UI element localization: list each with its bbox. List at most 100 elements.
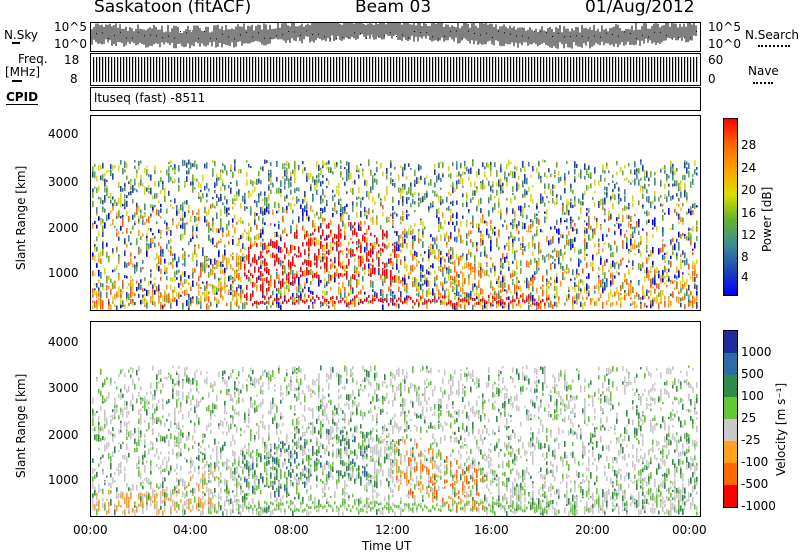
power-cell [404, 238, 406, 244]
power-cell [198, 284, 200, 290]
power-cell [664, 170, 666, 174]
power-cell [632, 235, 634, 239]
power-cell [568, 209, 570, 216]
power-cell [332, 300, 334, 307]
power-cell [514, 196, 516, 199]
power-cell [368, 295, 370, 298]
power-cell [504, 256, 506, 263]
power-cell [338, 239, 340, 243]
beam-title: Beam 03 [355, 0, 432, 17]
power-cell [358, 187, 360, 194]
power-cell [656, 267, 658, 273]
power-cell [104, 267, 106, 275]
power-cell [264, 208, 266, 215]
power-cell [684, 304, 686, 309]
freq-bar [624, 57, 626, 82]
power-cell [424, 226, 426, 230]
velocity-cell [150, 496, 152, 502]
power-cell [574, 237, 576, 242]
power-cell [402, 243, 404, 248]
power-cell [294, 174, 296, 181]
power-cell [482, 238, 484, 246]
power-cell [278, 235, 280, 238]
freq-bar [561, 57, 563, 82]
power-cell [520, 243, 522, 246]
power-cell [514, 284, 516, 290]
power-cell [294, 160, 296, 166]
power-cell [502, 282, 504, 289]
power-cell [538, 218, 540, 226]
power-cell [144, 167, 146, 174]
power-cell [412, 238, 414, 245]
velocity-cell [120, 410, 122, 415]
power-cell [688, 227, 690, 231]
power-cell [558, 250, 560, 258]
power-cell [172, 290, 174, 294]
power-cell [684, 293, 686, 300]
power-cell [568, 239, 570, 246]
power-cell [624, 290, 626, 293]
power-cell [328, 167, 330, 173]
power-cell [382, 300, 384, 304]
power-cell [286, 233, 288, 237]
power-cell [206, 221, 208, 224]
power-cell [140, 282, 142, 285]
power-cell [438, 249, 440, 253]
power-cell [298, 298, 300, 305]
power-cell [326, 291, 328, 296]
velocity-cell [142, 504, 144, 509]
power-cell [430, 265, 432, 268]
power-plot [90, 115, 701, 311]
power-cell [368, 250, 370, 257]
power-cell [148, 191, 150, 194]
power-cell [212, 168, 214, 176]
velocity-cell [118, 429, 120, 434]
power-cell [418, 292, 420, 298]
power-cell [440, 195, 442, 202]
power-cell [450, 275, 452, 280]
power-cell [450, 201, 452, 205]
nsearch-legend-line [758, 45, 790, 47]
power-cell [640, 161, 642, 165]
power-cell [166, 284, 168, 290]
nsky-tick-bottom: 10^0 [54, 37, 87, 51]
power-cell [250, 227, 252, 232]
power-cell [216, 263, 218, 267]
power-cell [676, 168, 678, 172]
power-cell [118, 286, 120, 293]
power-cell [544, 202, 546, 207]
power-cell [396, 241, 398, 247]
power-cell [672, 245, 674, 248]
velocity-cell [150, 382, 152, 387]
power-cell [202, 292, 204, 295]
power-cell [456, 212, 458, 219]
power-cell [594, 290, 596, 294]
power-cell [262, 288, 264, 296]
power-cell [266, 267, 268, 272]
power-cell [220, 293, 222, 298]
power-cell [232, 198, 234, 205]
freq-bar [567, 57, 569, 82]
power-cell [446, 288, 448, 291]
velocity-cell [120, 423, 122, 430]
power-cell [252, 293, 254, 297]
power-cell [140, 267, 142, 273]
power-cell [314, 222, 316, 229]
power-cell [654, 289, 656, 294]
power-cell [510, 300, 512, 304]
power-cell [330, 274, 332, 281]
velocity-cell [128, 386, 130, 392]
power-cell [288, 251, 290, 256]
power-cell [590, 175, 592, 180]
power-cell [502, 275, 504, 278]
power-cell [246, 236, 248, 241]
power-cell [334, 258, 336, 263]
power-cell [328, 271, 330, 274]
power-cell [154, 204, 156, 208]
power-cell [386, 271, 388, 279]
freq-bar [156, 57, 158, 82]
freq-bar [216, 57, 218, 82]
power-cell [138, 219, 140, 224]
freq-bar [651, 57, 653, 82]
power-cell [494, 297, 496, 301]
